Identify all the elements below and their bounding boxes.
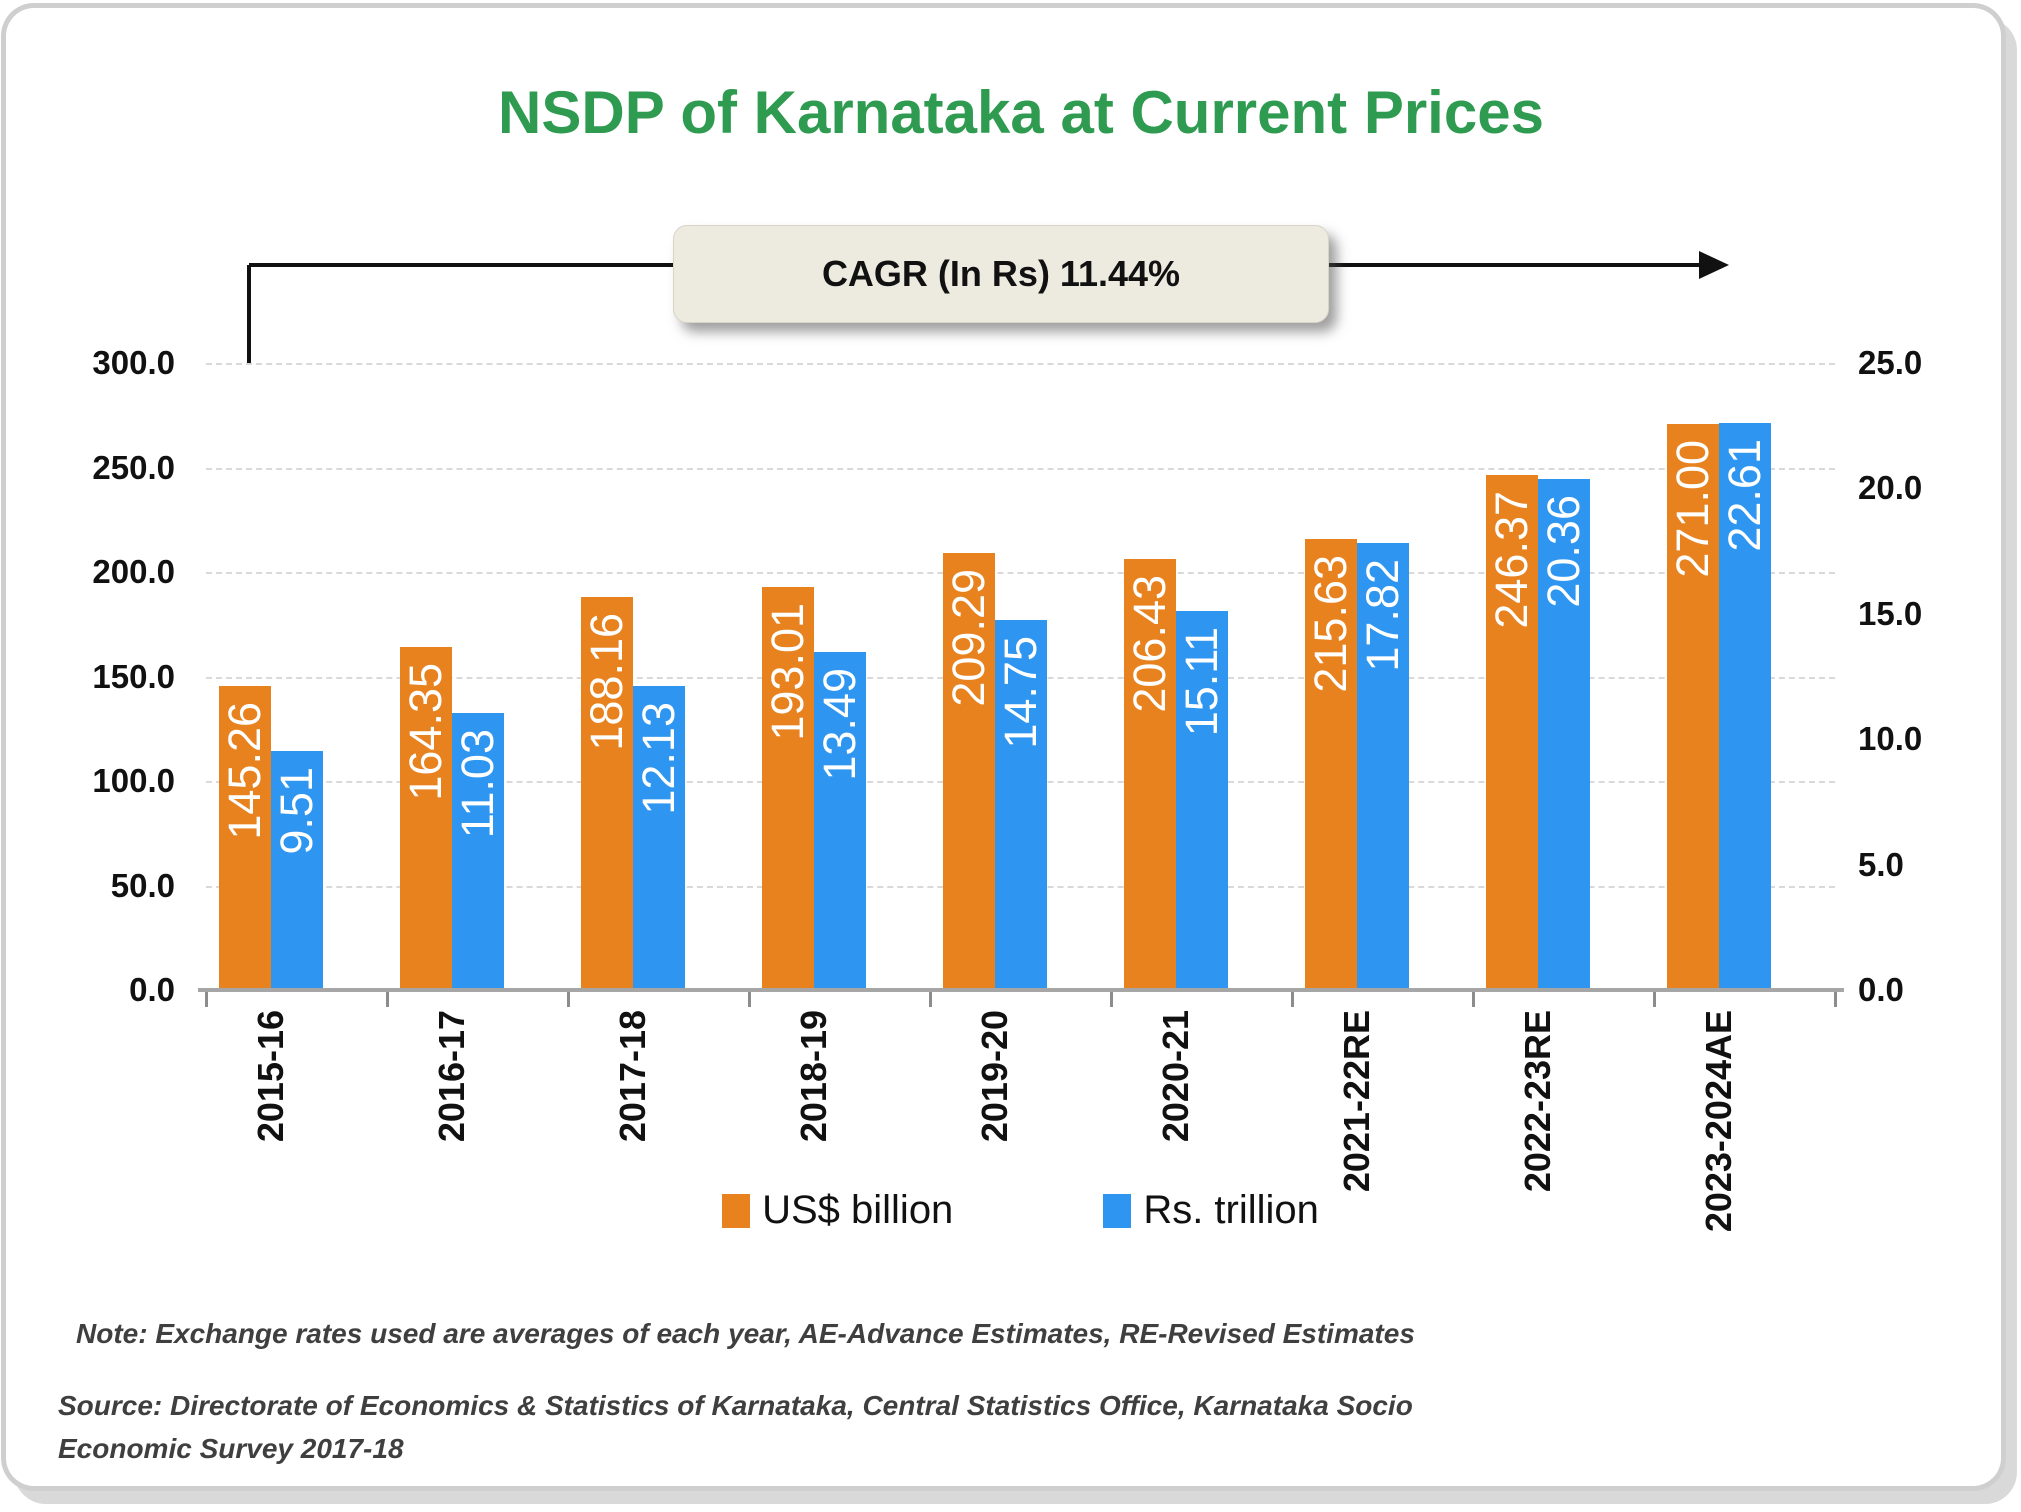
y-axis-left-tick-label: 150.0 — [92, 657, 175, 695]
chart-title: NSDP of Karnataka at Current Prices — [498, 79, 1544, 146]
bar-rs-2016-17: 11.03 — [452, 713, 504, 990]
bar-data-label: 193.01 — [762, 602, 813, 741]
x-axis-category-label: 2018-19 — [793, 1010, 834, 1143]
legend-item-us-billion: US$ billion — [722, 1188, 953, 1233]
y-axis-right-tick-label: 10.0 — [1858, 720, 1923, 758]
bar-usd-2015-16: 145.26 — [219, 686, 271, 990]
y-axis-left-tick-label: 250.0 — [92, 448, 175, 486]
bar-rs-2022-23RE: 20.36 — [1538, 479, 1590, 990]
bar-data-label: 12.13 — [633, 701, 684, 815]
bar-rs-2019-20: 14.75 — [995, 620, 1047, 990]
bar-usd-2019-20: 209.29 — [943, 552, 995, 990]
bar-data-label: 9.51 — [271, 767, 322, 856]
bar-data-label: 15.11 — [1176, 627, 1227, 737]
y-axis-right-tick-label: 25.0 — [1858, 344, 1923, 381]
y-axis-left-tick-label: 100.0 — [92, 762, 175, 799]
bar-data-label: 206.43 — [1124, 574, 1175, 713]
legend-item-rs-trillion: Rs. trillion — [1103, 1188, 1319, 1233]
gridline — [206, 363, 1835, 365]
legend-swatch-rs-trillion-icon — [1103, 1193, 1132, 1228]
gridline — [206, 467, 1835, 470]
x-axis-tick — [567, 992, 570, 1007]
x-axis-tick — [1653, 992, 1656, 1007]
chart-legend: US$ billion Rs. trillion — [206, 1188, 1835, 1233]
bar-usd-2022-23RE: 246.37 — [1486, 475, 1538, 990]
x-axis-category-label: 2022-23RE — [1517, 1010, 1558, 1193]
bar-rs-2015-16: 9.51 — [271, 751, 323, 990]
y-axis-left-tick-label: 200.0 — [92, 553, 175, 590]
y-axis-left-tick-label: 300.0 — [92, 344, 175, 381]
bar-data-label: 145.26 — [219, 702, 270, 841]
bar-data-label: 188.16 — [581, 612, 632, 751]
x-axis-tick — [1291, 992, 1294, 1007]
bar-data-label: 20.36 — [1538, 495, 1589, 608]
bar-data-label: 164.35 — [400, 662, 451, 801]
bar-rs-2020-21: 15.11 — [1176, 611, 1228, 990]
cagr-label: CAGR (In Rs) 11.44% — [821, 253, 1181, 294]
bar-rs-2023-2024AE: 22.61 — [1719, 422, 1771, 990]
bar-data-label: 14.75 — [995, 636, 1046, 749]
x-axis-tick — [748, 992, 751, 1007]
cagr-arrow-head-icon — [1699, 251, 1729, 279]
bar-data-label: 13.49 — [814, 667, 865, 781]
legend-label-us-billion: US$ billion — [762, 1188, 954, 1232]
cagr-arrow-riser-line — [247, 265, 251, 365]
x-axis-category-label: 2017-18 — [612, 1010, 653, 1143]
bar-rs-2018-19: 13.49 — [814, 651, 866, 990]
y-axis-right-tick-label: 15.0 — [1858, 594, 1923, 632]
bar-data-label: 22.61 — [1719, 438, 1770, 552]
x-axis-category-label: 2020-21 — [1155, 1010, 1196, 1143]
x-axis-category-label: 2016-17 — [431, 1010, 472, 1143]
x-axis-category-label: 2015-16 — [250, 1010, 291, 1143]
bar-usd-2023-2024AE: 271.00 — [1667, 423, 1719, 990]
y-axis-left-tick-label: 50.0 — [110, 866, 175, 904]
legend-swatch-us-billion-icon — [722, 1193, 751, 1228]
bar-usd-2018-19: 193.01 — [762, 586, 814, 990]
x-axis-line — [198, 988, 1844, 992]
y-axis-right-tick-label: 0.0 — [1858, 971, 1904, 1008]
bar-usd-2016-17: 164.35 — [400, 646, 452, 990]
bar-data-label: 209.29 — [943, 568, 994, 707]
x-axis-category-label: 2019-20 — [974, 1010, 1015, 1143]
y-axis-right-tick-label: 5.0 — [1858, 845, 1904, 883]
x-axis-tick — [929, 992, 932, 1007]
note-text: Note: Exchange rates used are averages o… — [76, 1318, 1415, 1349]
x-axis-tick — [386, 992, 389, 1007]
x-axis-tick — [205, 992, 208, 1007]
bar-data-label: 246.37 — [1486, 491, 1537, 629]
x-axis-tick — [1834, 992, 1837, 1007]
source-text: Source: Directorate of Economics & Stati… — [58, 1390, 1413, 1465]
footnotes: Note: Exchange rates used are averages o… — [58, 1318, 1558, 1471]
bar-rs-2021-22RE: 17.82 — [1357, 543, 1409, 990]
x-axis-tick — [1472, 992, 1475, 1007]
bar-data-label: 271.00 — [1667, 439, 1718, 578]
bar-rs-2017-18: 12.13 — [633, 685, 685, 990]
cagr-callout: CAGR (In Rs) 11.44% — [673, 225, 1329, 323]
x-axis-tick — [1110, 992, 1113, 1007]
bar-data-label: 215.63 — [1305, 555, 1356, 693]
legend-label-rs-trillion: Rs. trillion — [1143, 1188, 1319, 1232]
x-axis-category-label: 2021-22RE — [1336, 1010, 1377, 1193]
y-axis-right-tick-label: 20.0 — [1858, 469, 1923, 507]
bar-usd-2017-18: 188.16 — [581, 596, 633, 990]
bar-data-label: 11.03 — [452, 729, 503, 839]
bar-usd-2021-22RE: 215.63 — [1305, 539, 1357, 990]
gridline — [206, 572, 1835, 574]
y-axis-left-tick-label: 0.0 — [129, 971, 175, 1008]
bar-usd-2020-21: 206.43 — [1124, 558, 1176, 990]
bar-data-label: 17.82 — [1357, 559, 1408, 672]
